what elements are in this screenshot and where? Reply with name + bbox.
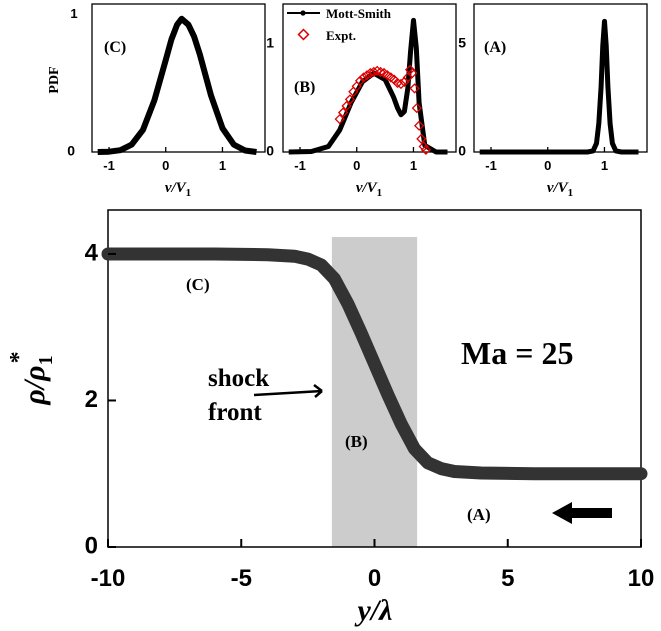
expt-point [420,144,432,155]
panel-a-xlabel: v/V1 [547,180,573,199]
flow-arrow-head [552,502,572,524]
main-label-b: (B) [345,432,368,451]
expt-point [341,100,352,112]
front-label: front [208,399,262,426]
svg-text:ρ/ρ1*: ρ/ρ1* [6,351,57,405]
main-xtick-label-4: 10 [628,565,655,592]
panel-b-ytick-1: 1 [266,35,274,51]
main-xtick-label-3: 5 [501,565,514,592]
panel-c-label: (C) [104,39,126,56]
mach-number-label: Ma = 25 [461,335,573,371]
main-xtick-label-0: -10 [91,565,126,592]
main-ticks: -10 -5 0 5 10 0 2 4 [85,239,655,592]
expt-point [413,120,425,131]
expt-point [378,67,390,79]
main-ytick-label-2: 4 [85,239,99,266]
panel-a-xtick-label-0: -1 [485,158,497,173]
expt-point [344,94,356,105]
expt-point [358,72,369,83]
expt-point [334,113,345,125]
panel-c-xtick-label-0: -1 [103,158,115,173]
flow-arrow-shaft [568,508,612,518]
panel-a-xticks: -1 0 1 [485,147,608,173]
expt-point [361,70,373,81]
panel-c-xtick-label-2: 1 [219,158,226,173]
panel-b-curve [288,17,448,155]
panel-c-xtick-label-1: 0 [162,158,169,173]
panel-c: 0 1 PDF (C) -1 0 1 v/V1 [47,3,266,199]
main-label-a: (A) [467,505,491,524]
panel-b-ytick-0: 0 [266,143,274,159]
panel-a-label: (A) [484,39,506,56]
density-curve [101,247,648,481]
panel-b-xticks: -1 0 1 [294,147,417,173]
legend-line-marker [300,10,306,16]
panel-a-ytick-0: 0 [458,143,466,159]
panel-b-label: (B) [294,79,315,96]
legend: Mott-Smith Expt. [287,6,392,43]
panel-a-ytick-5: 5 [458,35,466,51]
expt-point [337,107,349,118]
panel-b-expt-points [334,64,432,155]
main-ylabel: ρ/ρ1* [6,351,57,405]
panel-c-curve [97,15,257,155]
panel-c-xticks: -1 0 1 [103,147,226,173]
main-xlabel: y/λ [355,594,393,627]
flow-direction-arrow [552,502,612,524]
main-xtick-label-1: -5 [231,565,252,592]
legend-line-label: Mott-Smith [326,6,392,21]
expt-point [409,83,420,94]
expt-point [416,133,427,144]
panel-b-xlabel: v/V1 [356,180,382,199]
expt-point [382,70,393,81]
main-ytick-label-1: 2 [85,386,98,413]
expt-point [395,78,407,90]
main-xtick-label-2: 0 [368,565,381,592]
expt-point [407,67,418,79]
pdf-axis-label: PDF [47,66,62,93]
legend-expt-marker [297,28,310,41]
main-label-c: (C) [186,275,210,294]
shock-label: shock [208,365,269,392]
panel-b-xtick-label-2: 1 [410,158,417,173]
panel-b-xtick-label-1: 0 [353,158,360,173]
expt-point [418,141,429,152]
shock-region [331,237,418,547]
panel-a-xtick-label-1: 0 [544,158,551,173]
panel-c-frame [91,3,266,153]
panel-a-xtick-label-2: 1 [601,158,608,173]
panel-b-xtick-label-0: -1 [294,158,306,173]
panel-c-xlabel: v/V1 [165,180,191,199]
shock-arrow [253,384,323,398]
panel-c-ytick-0: 0 [67,143,75,159]
expt-point [411,102,423,114]
main-panel: -10 -5 0 5 10 0 2 4 (C) (B) (A) Ma = 25 shock f… [6,209,655,627]
expt-point [385,72,396,83]
shock-arrow-head [313,384,323,398]
expt-point [354,75,366,86]
panel-b-frame [282,3,457,153]
panel-c-ytick-1: 1 [70,6,77,21]
legend-expt-label: Expt. [326,28,356,43]
panel-a: 0 5 (A) -1 0 1 v/V1 [458,3,648,199]
shock-arrow-shaft [253,389,323,397]
expt-point [388,74,400,85]
panel-a-curve [479,18,639,155]
panel-a-frame [473,3,648,153]
panel-b: 0 1 (B) -1 0 1 Mott-Smith Expt. v/V1 [266,3,457,199]
main-ytick-label-0: 0 [85,532,98,559]
expt-point [404,64,416,75]
